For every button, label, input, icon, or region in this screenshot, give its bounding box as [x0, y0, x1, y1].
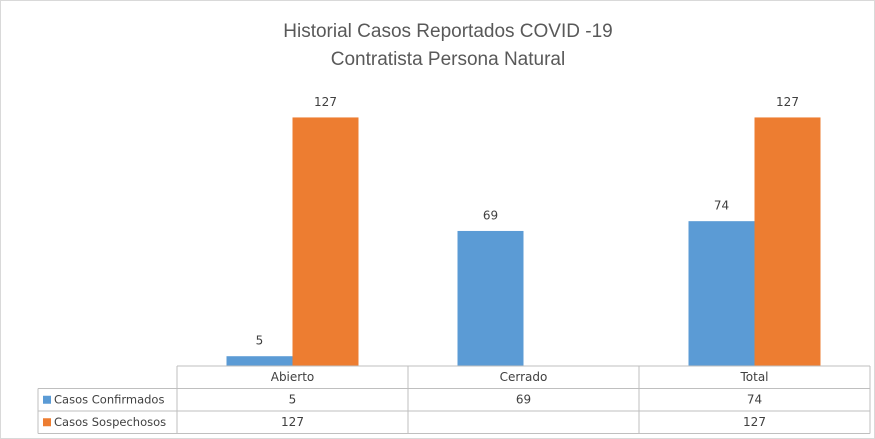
x-tick-label: Total [739, 370, 768, 384]
data-label: 74 [714, 199, 729, 213]
table-cell: 69 [516, 392, 531, 406]
bar [688, 221, 755, 366]
legend-swatch [43, 418, 51, 427]
x-tick-label: Abierto [271, 370, 315, 384]
x-tick-label: Cerrado [500, 370, 548, 384]
chart-title: Historial Casos Reportados COVID -19 [283, 21, 612, 42]
data-label: 127 [776, 95, 799, 109]
bar [754, 117, 821, 366]
legend-label: Casos Sospechosos [54, 415, 166, 429]
legend-swatch [43, 395, 51, 404]
bar [226, 356, 293, 366]
data-label: 5 [256, 334, 264, 348]
table-cell: 5 [289, 392, 297, 406]
bar [292, 117, 359, 366]
data-label: 127 [314, 95, 337, 109]
table-cell: 74 [747, 392, 762, 406]
data-label: 69 [483, 208, 498, 222]
chart-title: Contratista Persona Natural [331, 49, 565, 70]
table-cell: 127 [743, 415, 766, 429]
bar [457, 230, 524, 366]
table-cell: 127 [281, 415, 304, 429]
legend-label: Casos Confirmados [54, 392, 164, 406]
